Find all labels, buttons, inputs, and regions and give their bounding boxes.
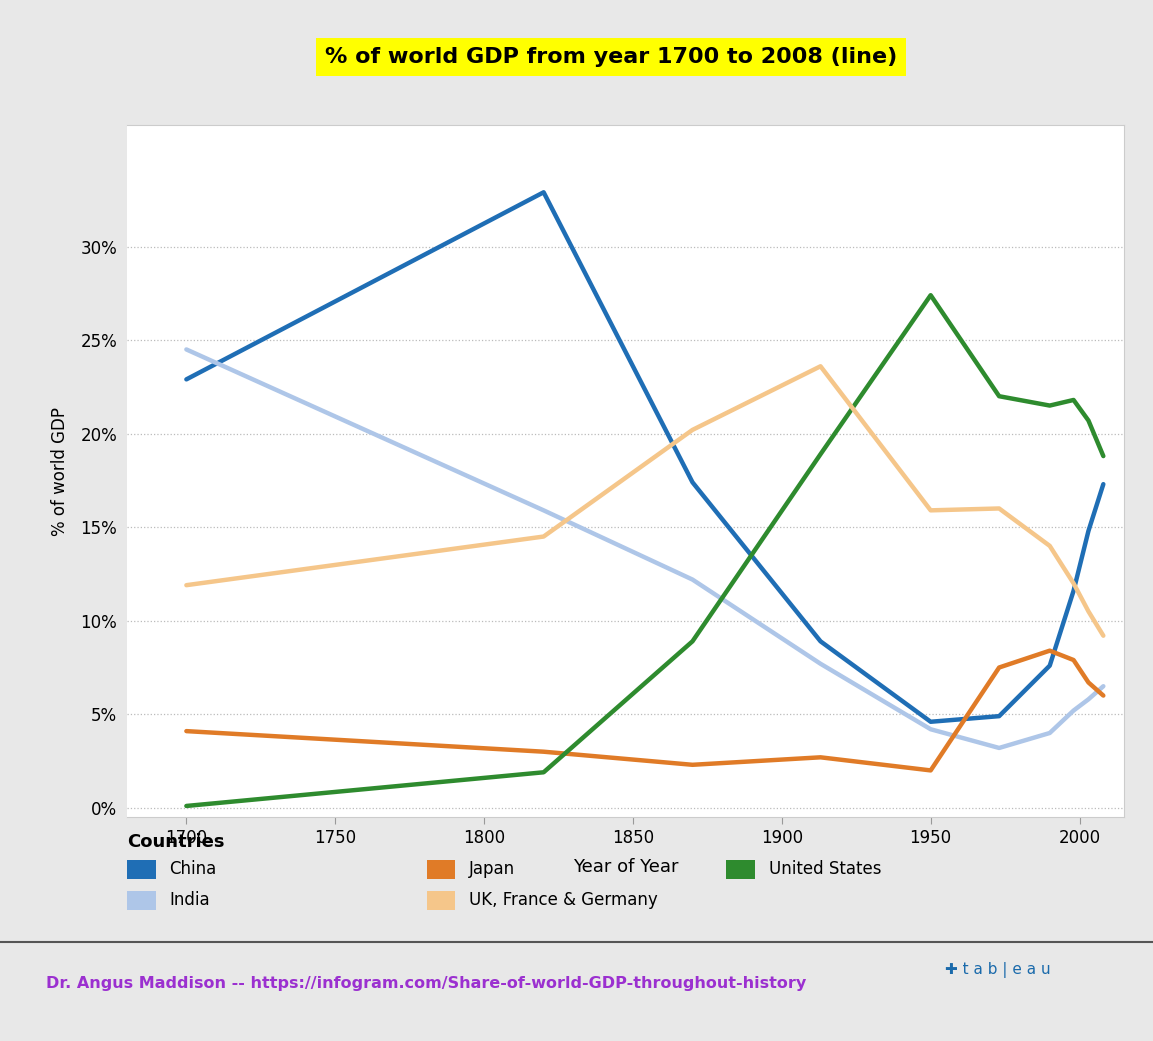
Text: India: India — [169, 891, 210, 910]
Y-axis label: % of world GDP: % of world GDP — [51, 407, 69, 535]
Text: Countries: Countries — [127, 833, 225, 850]
Text: % of world GDP from year 1700 to 2008 (line): % of world GDP from year 1700 to 2008 (l… — [325, 47, 897, 68]
X-axis label: Year of Year: Year of Year — [573, 858, 678, 877]
Text: United States: United States — [769, 860, 882, 879]
Text: Dr. Angus Maddison -- https://infogram.com/Share-of-world-GDP-throughout-history: Dr. Angus Maddison -- https://infogram.c… — [46, 976, 806, 991]
Text: Japan: Japan — [469, 860, 515, 879]
Text: UK, France & Germany: UK, France & Germany — [469, 891, 658, 910]
Text: ✚ t a b | e a u: ✚ t a b | e a u — [945, 962, 1052, 979]
Text: China: China — [169, 860, 217, 879]
